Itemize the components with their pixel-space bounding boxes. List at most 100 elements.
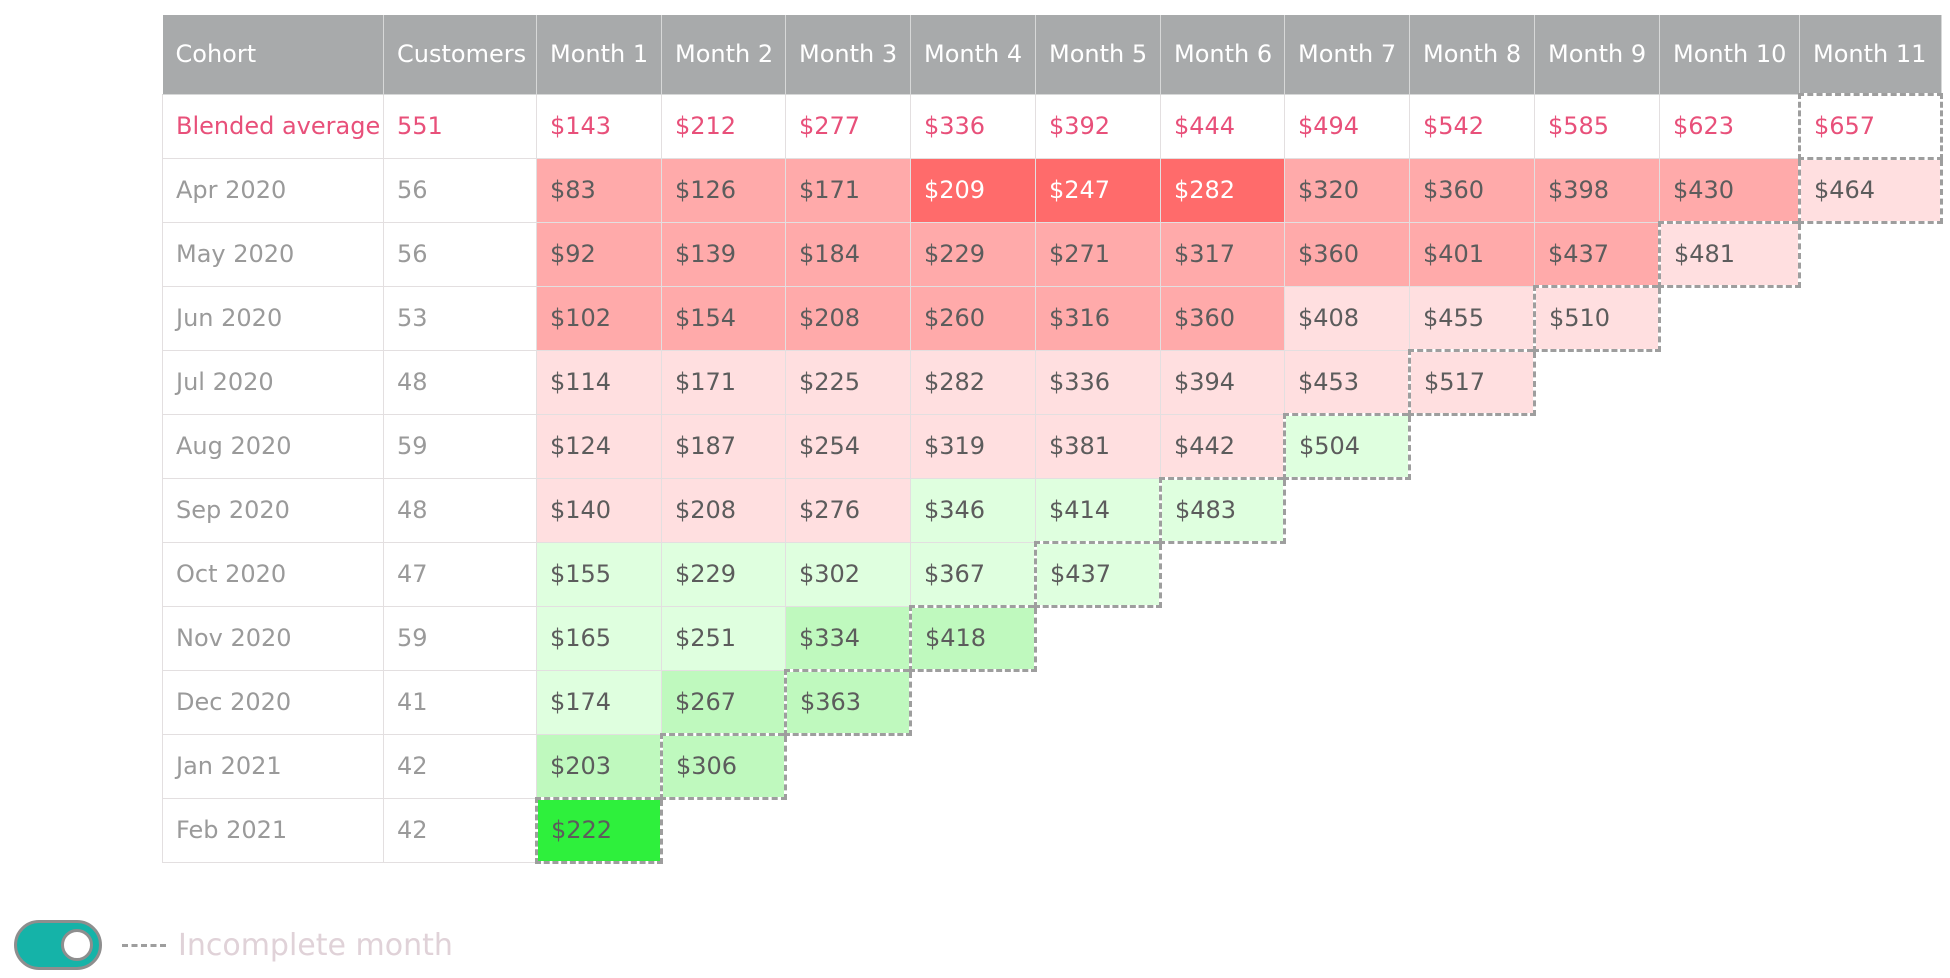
column-header: Customers <box>383 15 537 95</box>
value-cell: $464 <box>1798 156 1943 224</box>
average-value-cell: $277 <box>785 93 911 159</box>
value-cell: $483 <box>1159 476 1286 544</box>
empty-cell <box>1285 478 1410 542</box>
cohort-label: Jun 2020 <box>162 285 384 351</box>
empty-cell <box>1535 350 1660 414</box>
empty-cell <box>1285 734 1410 798</box>
value-cell: $302 <box>785 541 911 607</box>
value-cell: $317 <box>1160 221 1285 287</box>
value-cell: $360 <box>1160 285 1285 351</box>
legend: Incomplete month <box>14 918 453 972</box>
average-value-cell: $212 <box>661 93 786 159</box>
cohort-label: Blended average <box>162 93 384 159</box>
empty-cell <box>1660 734 1800 798</box>
empty-cell <box>1535 670 1660 734</box>
cohort-row: Oct 2020 47 $155 $229 $302 $367 $437 <box>162 540 1942 608</box>
cohort-label: Sep 2020 <box>162 477 384 543</box>
value-cell: $510 <box>1533 284 1661 352</box>
toggle-knob[interactable] <box>61 929 93 961</box>
customers-count: 59 <box>383 413 537 479</box>
value-cell: $282 <box>1160 157 1285 223</box>
empty-cell <box>1161 606 1285 670</box>
empty-cell <box>1036 798 1161 862</box>
column-header: Month 11 <box>1799 15 1942 95</box>
empty-cell <box>1410 670 1535 734</box>
value-cell: $360 <box>1284 221 1410 287</box>
value-cell: $187 <box>661 413 786 479</box>
average-value-cell: $494 <box>1284 93 1410 159</box>
empty-cell <box>1161 734 1285 798</box>
table-body: Blended average 551 $143 $212 $277 $336 $392 $4… <box>162 92 1943 864</box>
empty-cell <box>1660 542 1800 606</box>
average-value-cell: $542 <box>1409 93 1535 159</box>
value-cell: $363 <box>784 668 912 736</box>
value-cell: $316 <box>1035 285 1161 351</box>
cohort-label: Jan 2021 <box>162 733 384 799</box>
value-cell: $414 <box>1035 477 1161 543</box>
value-cell: $418 <box>909 604 1037 672</box>
column-header: Month 9 <box>1534 15 1660 95</box>
customers-count: 42 <box>383 733 537 799</box>
value-cell: $171 <box>785 157 911 223</box>
empty-cell <box>1800 286 1942 350</box>
value-cell: $140 <box>536 477 662 543</box>
average-value-cell: $623 <box>1659 93 1800 159</box>
cohort-row: Feb 2021 42 $222 <box>162 796 1942 864</box>
value-cell: $455 <box>1409 285 1535 351</box>
column-header: Month 10 <box>1659 15 1800 95</box>
value-cell: $271 <box>1035 221 1161 287</box>
empty-cell <box>1660 798 1800 862</box>
value-cell: $83 <box>536 157 662 223</box>
value-cell: $319 <box>910 413 1036 479</box>
value-cell: $306 <box>660 732 787 800</box>
empty-cell <box>1535 606 1660 670</box>
value-cell: $165 <box>536 605 662 671</box>
value-cell: $114 <box>536 349 662 415</box>
dashed-line-icon <box>122 943 166 947</box>
customers-count: 48 <box>383 477 537 543</box>
value-cell: $267 <box>661 669 786 735</box>
empty-cell <box>911 798 1036 862</box>
empty-cell <box>1410 478 1535 542</box>
cohort-row: Jan 2021 42 $203 $306 <box>162 732 1942 800</box>
average-value-cell: $143 <box>536 93 662 159</box>
empty-cell <box>1800 670 1942 734</box>
value-cell: $442 <box>1160 413 1285 479</box>
value-cell: $408 <box>1284 285 1410 351</box>
average-value-cell: $444 <box>1160 93 1285 159</box>
empty-cell <box>1285 798 1410 862</box>
empty-cell <box>1285 542 1410 606</box>
empty-cell <box>1660 606 1800 670</box>
value-cell: $504 <box>1283 412 1411 480</box>
empty-cell <box>662 798 786 862</box>
column-header: Month 5 <box>1035 15 1161 95</box>
value-cell: $184 <box>785 221 911 287</box>
empty-cell <box>1410 798 1535 862</box>
cohort-row: Jul 2020 48 $114 $171 $225 $282 $336 $394 $453 $5… <box>162 348 1942 416</box>
empty-cell <box>1800 734 1942 798</box>
empty-cell <box>1161 798 1285 862</box>
empty-cell <box>1036 670 1161 734</box>
incomplete-month-toggle[interactable] <box>14 920 102 970</box>
value-cell: $139 <box>661 221 786 287</box>
customers-count: 42 <box>383 797 537 863</box>
cohort-label: Dec 2020 <box>162 669 384 735</box>
value-cell: $360 <box>1409 157 1535 223</box>
value-cell: $251 <box>661 605 786 671</box>
blended-average-row: Blended average 551 $143 $212 $277 $336 $392 $4… <box>162 92 1943 160</box>
empty-cell <box>1535 478 1660 542</box>
customers-count: 56 <box>383 157 537 223</box>
average-value-cell: $336 <box>910 93 1036 159</box>
empty-cell <box>786 734 911 798</box>
empty-cell <box>1161 670 1285 734</box>
value-cell: $401 <box>1409 221 1535 287</box>
value-cell: $276 <box>785 477 911 543</box>
value-cell: $225 <box>785 349 911 415</box>
empty-cell <box>1285 670 1410 734</box>
empty-cell <box>786 798 911 862</box>
empty-cell <box>1800 222 1942 286</box>
empty-cell <box>1036 606 1161 670</box>
value-cell: $282 <box>910 349 1036 415</box>
empty-cell <box>1285 606 1410 670</box>
customers-count: 47 <box>383 541 537 607</box>
